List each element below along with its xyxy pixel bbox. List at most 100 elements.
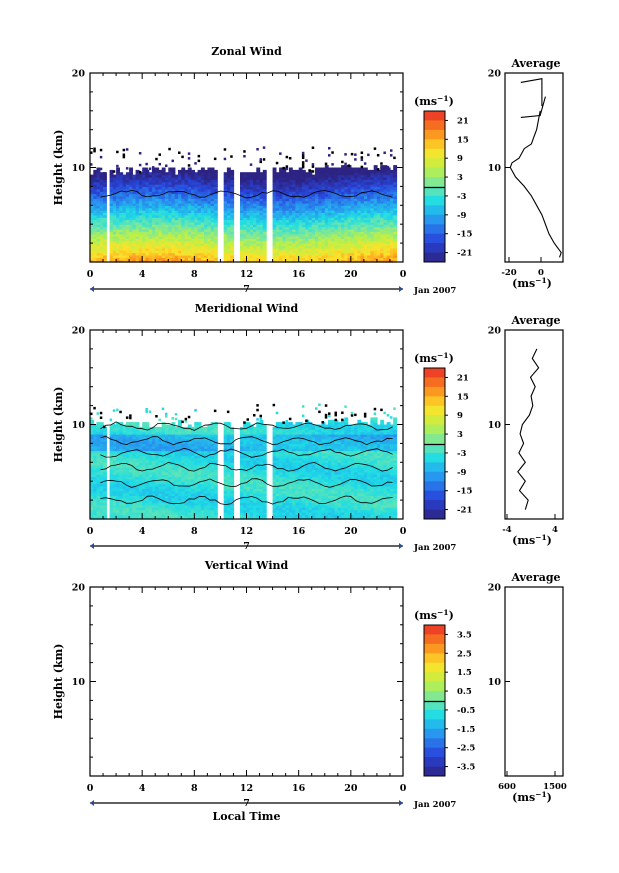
heatmap-cell <box>151 179 156 183</box>
heatmap-cell <box>184 476 189 480</box>
heatmap-cell <box>132 493 137 496</box>
heatmap-cell <box>197 259 202 263</box>
heatmap-cell <box>165 198 169 202</box>
heatmap-cell <box>360 202 365 206</box>
heatmap-cell <box>191 495 195 499</box>
heatmap-cell <box>168 219 173 223</box>
heatmap-cell <box>90 443 94 447</box>
heatmap-cell <box>390 236 394 239</box>
heatmap-cell <box>103 193 107 197</box>
heatmap-cell <box>393 238 398 242</box>
heatmap-cell <box>386 200 391 204</box>
heatmap-cell <box>109 200 114 204</box>
heatmap-cell <box>360 198 365 202</box>
heatmap-cell <box>295 221 300 225</box>
heatmap-cell <box>187 221 192 225</box>
heatmap-cell <box>393 176 398 180</box>
heatmap-cell <box>256 174 261 178</box>
heatmap-cell <box>376 181 381 185</box>
heatmap-cell <box>168 212 173 216</box>
heatmap-cell <box>305 233 310 237</box>
heatmap-cell <box>207 179 212 183</box>
heatmap-cell <box>122 236 127 239</box>
heatmap-cell <box>350 184 355 187</box>
heatmap-cell <box>275 245 280 249</box>
heatmap-cell <box>122 433 127 437</box>
heatmap-cell <box>132 516 137 520</box>
heatmap-speck <box>393 156 396 160</box>
heatmap-cell <box>367 254 371 258</box>
heatmap-cell <box>243 236 248 239</box>
heatmap-cell <box>207 169 212 173</box>
heatmap-cell <box>230 184 235 187</box>
heatmap-cell <box>249 198 254 202</box>
heatmap-cell <box>109 504 114 508</box>
heatmap-cell <box>341 259 345 263</box>
heatmap-cell <box>181 207 186 211</box>
heatmap-cell <box>373 193 378 197</box>
heatmap-cell <box>119 450 124 454</box>
heatmap-cell <box>187 205 192 209</box>
heatmap-cell <box>262 207 267 211</box>
heatmap-cell <box>112 217 117 221</box>
heatmap-cell <box>184 467 189 470</box>
heatmap-cell <box>184 507 189 511</box>
heatmap-cell <box>383 226 388 230</box>
heatmap-cell <box>213 179 218 183</box>
heatmap-cell <box>279 236 283 239</box>
heatmap-cell <box>301 179 306 183</box>
heatmap-cell <box>357 184 362 187</box>
heatmap-cell <box>295 228 300 232</box>
heatmap-cell <box>272 217 277 221</box>
heatmap-cell <box>279 231 283 235</box>
heatmap-cell <box>158 169 163 173</box>
heatmap-cell <box>197 495 202 499</box>
heatmap-cell <box>132 474 137 478</box>
heatmap-cell <box>207 202 212 206</box>
heatmap-cell <box>272 167 277 171</box>
heatmap-cell <box>383 243 388 247</box>
heatmap-cell <box>285 228 290 232</box>
heatmap-cell <box>204 172 208 176</box>
heatmap-cell <box>334 212 339 216</box>
heatmap-cell <box>96 436 101 440</box>
heatmap-cell <box>112 431 117 435</box>
heatmap-cell <box>213 176 218 180</box>
heatmap-cell <box>246 198 251 202</box>
heatmap-cell <box>129 448 133 452</box>
heatmap-cell <box>93 502 98 506</box>
heatmap-cell <box>93 474 98 478</box>
heatmap-cell <box>223 243 228 247</box>
heatmap-cell <box>178 516 182 520</box>
heatmap-cell <box>318 181 323 185</box>
heatmap-cell <box>168 471 173 475</box>
heatmap-cell <box>275 243 280 247</box>
heatmap-cell <box>161 431 166 435</box>
heatmap-cell <box>161 467 166 470</box>
heatmap-cell <box>99 193 104 197</box>
heatmap-cell <box>165 448 169 452</box>
heatmap-cell <box>184 509 189 513</box>
heatmap-cell <box>165 504 169 508</box>
heatmap-cell <box>194 195 199 199</box>
heatmap-cell <box>93 476 98 480</box>
heatmap-cell <box>393 198 398 202</box>
heatmap-cell <box>93 207 98 211</box>
heatmap-cell <box>272 198 277 202</box>
heatmap-cell <box>129 436 133 440</box>
heatmap-cell <box>275 179 280 183</box>
heatmap-cell <box>158 433 163 437</box>
heatmap-cell <box>96 181 101 185</box>
heatmap-cell <box>155 195 160 199</box>
heatmap-cell <box>178 191 182 195</box>
heatmap-cell <box>256 224 261 228</box>
heatmap-cell <box>187 236 192 239</box>
heatmap-cell <box>204 169 208 173</box>
heatmap-cell <box>112 210 117 213</box>
heatmap-cell <box>240 174 244 178</box>
heatmap-cell <box>161 217 166 221</box>
heatmap-cell <box>321 259 326 263</box>
heatmap-cell <box>328 217 332 221</box>
heatmap-cell <box>184 471 189 475</box>
heatmap-cell <box>96 193 101 197</box>
